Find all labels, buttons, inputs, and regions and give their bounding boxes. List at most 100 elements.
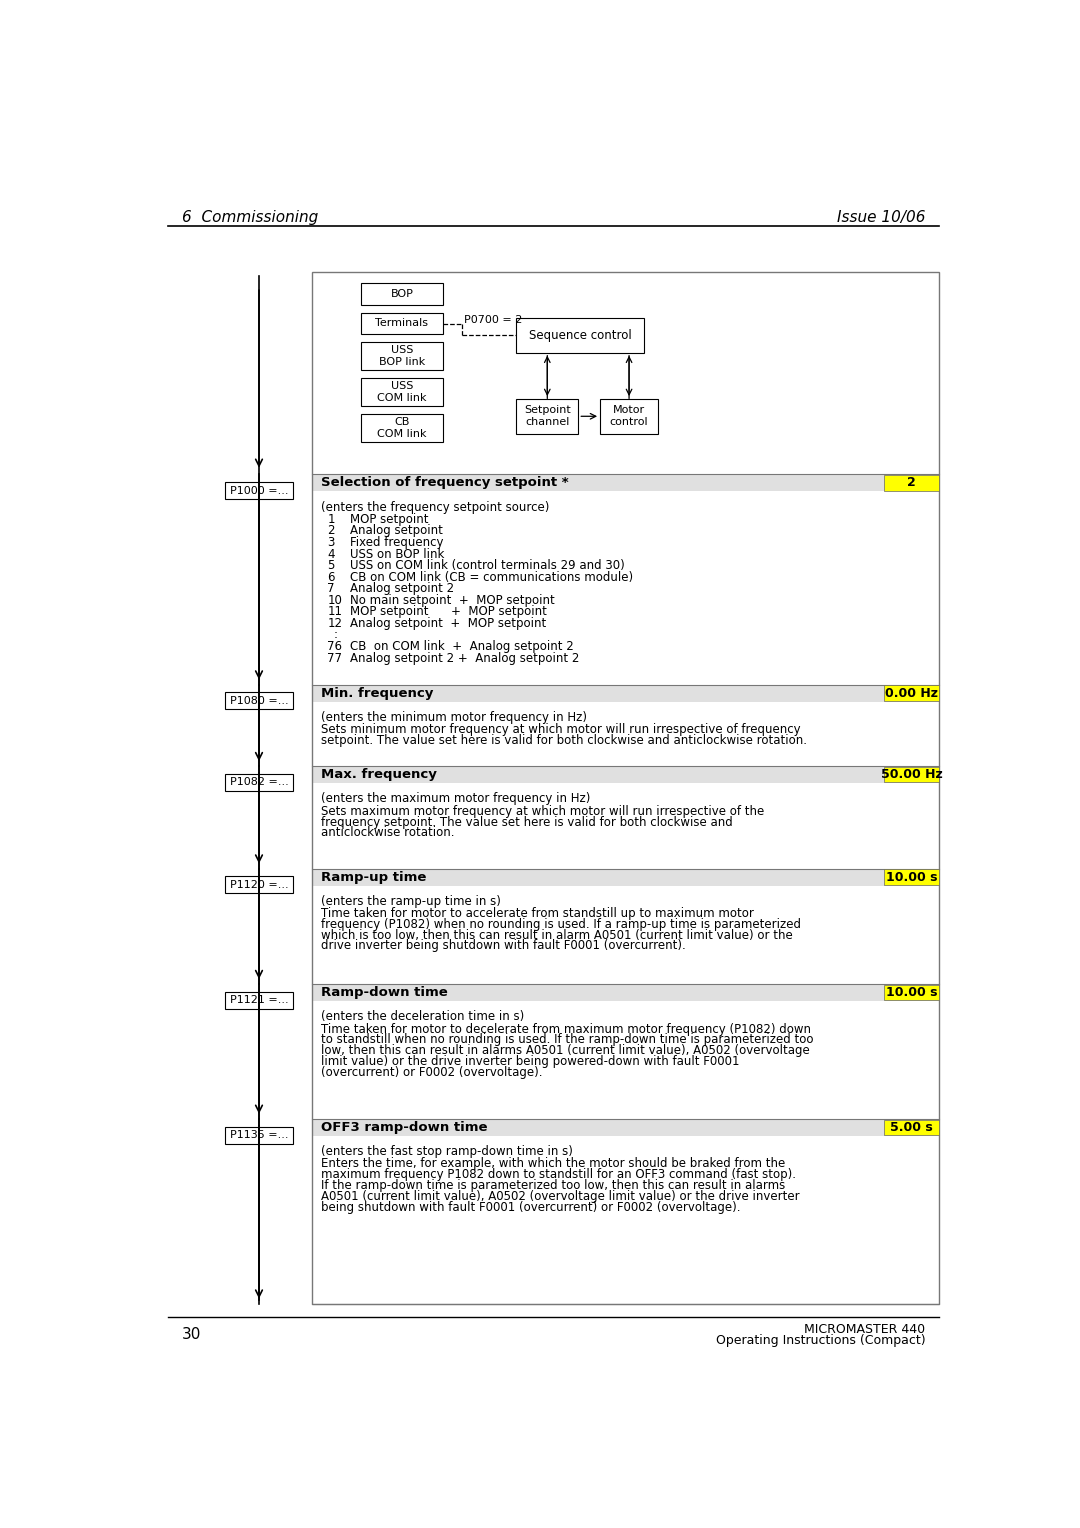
Bar (312, 474, 940, 492)
Bar (885, 986, 939, 1001)
Text: Analog setpoint 2 +  Analog setpoint 2: Analog setpoint 2 + Analog setpoint 2 (350, 651, 580, 665)
Text: 4: 4 (327, 547, 335, 561)
Text: 7: 7 (327, 582, 335, 596)
Bar (362, 414, 443, 442)
Text: Enters the time, for example, with which the motor should be braked from the: Enters the time, for example, with which… (321, 1157, 785, 1170)
Text: drive inverter being shutdown with fault F0001 (overcurrent).: drive inverter being shutdown with fault… (321, 940, 686, 952)
Text: A0501 (current limit value), A0502 (overvoltage limit value) or the drive invert: A0501 (current limit value), A0502 (over… (321, 1190, 799, 1203)
Bar (225, 775, 293, 792)
Text: limit value) or the drive inverter being powered-down with fault F0001: limit value) or the drive inverter being… (321, 1054, 740, 1068)
Bar (516, 318, 644, 353)
Text: (enters the frequency setpoint source): (enters the frequency setpoint source) (321, 501, 550, 513)
Text: 6  Commissioning: 6 Commissioning (181, 209, 318, 225)
Text: Motor
control: Motor control (610, 405, 648, 428)
Text: MOP setpoint: MOP setpoint (350, 513, 429, 526)
Text: P0700 = 2: P0700 = 2 (464, 315, 523, 325)
Text: 10: 10 (327, 594, 342, 607)
Text: which is too low, then this can result in alarm A0501 (current limit value) or t: which is too low, then this can result i… (321, 929, 793, 941)
Text: Sets maximum motor frequency at which motor will run irrespective of the: Sets maximum motor frequency at which mo… (321, 805, 765, 817)
Text: (enters the fast stop ramp-down time in s): (enters the fast stop ramp-down time in … (321, 1144, 572, 1158)
Text: (enters the maximum motor frequency in Hz): (enters the maximum motor frequency in H… (321, 793, 591, 805)
Text: 12: 12 (327, 617, 342, 630)
Text: Issue 10/06: Issue 10/06 (837, 209, 926, 225)
Bar (312, 766, 940, 784)
Bar (362, 284, 443, 306)
Bar (885, 869, 939, 885)
Text: 5.00 s: 5.00 s (890, 1122, 933, 1134)
Bar (362, 313, 443, 335)
Text: USS on BOP link: USS on BOP link (350, 547, 445, 561)
Bar (885, 1120, 939, 1135)
Text: Analog setpoint: Analog setpoint (350, 524, 443, 538)
Text: MOP setpoint      +  MOP setpoint: MOP setpoint + MOP setpoint (350, 605, 548, 619)
Text: (enters the minimum motor frequency in Hz): (enters the minimum motor frequency in H… (321, 711, 588, 724)
Bar (225, 692, 293, 709)
Bar (362, 342, 443, 370)
Text: low, then this can result in alarms A0501 (current limit value), A0502 (overvolt: low, then this can result in alarms A050… (321, 1044, 810, 1057)
Text: Operating Instructions (Compact): Operating Instructions (Compact) (716, 1334, 926, 1348)
Bar (225, 483, 293, 500)
Text: Time taken for motor to accelerate from standstill up to maximum motor: Time taken for motor to accelerate from … (321, 908, 754, 920)
Text: Analog setpoint 2: Analog setpoint 2 (350, 582, 455, 596)
Text: Time taken for motor to decelerate from maximum motor frequency (P1082) down: Time taken for motor to decelerate from … (321, 1022, 811, 1036)
Text: maximum frequency P1082 down to standstill for an OFF3 command (fast stop).: maximum frequency P1082 down to standsti… (321, 1169, 796, 1181)
Text: 76: 76 (327, 640, 342, 652)
Text: Ramp-down time: Ramp-down time (321, 986, 448, 999)
Text: 30: 30 (181, 1326, 201, 1342)
Text: Fixed frequency: Fixed frequency (350, 536, 444, 549)
Bar (225, 992, 293, 1008)
Bar (885, 686, 939, 701)
Bar (516, 399, 578, 434)
Text: USS on COM link (control terminals 29 and 30): USS on COM link (control terminals 29 an… (350, 559, 625, 571)
Bar (885, 475, 939, 490)
Text: OFF3 ramp-down time: OFF3 ramp-down time (321, 1122, 487, 1134)
Text: frequency (P1082) when no rounding is used. If a ramp-up time is parameterized: frequency (P1082) when no rounding is us… (321, 918, 801, 931)
Text: 11: 11 (327, 605, 342, 619)
Text: Sets minimum motor frequency at which motor will run irrespective of frequency: Sets minimum motor frequency at which mo… (321, 723, 800, 736)
Text: 77: 77 (327, 651, 342, 665)
Text: Min. frequency: Min. frequency (321, 686, 433, 700)
Text: P1082 =...: P1082 =... (230, 778, 288, 787)
Text: 6: 6 (327, 570, 335, 584)
Text: Terminals: Terminals (376, 318, 429, 329)
Text: Ramp-up time: Ramp-up time (321, 871, 427, 883)
Bar (225, 1126, 293, 1143)
Text: 3: 3 (327, 536, 335, 549)
Text: 2: 2 (907, 477, 916, 489)
Text: Selection of frequency setpoint *: Selection of frequency setpoint * (321, 477, 569, 489)
Bar (312, 685, 940, 701)
Text: 2: 2 (327, 524, 335, 538)
Text: 10.00 s: 10.00 s (886, 986, 937, 999)
Text: P1121 =...: P1121 =... (230, 995, 288, 1005)
Text: P1000 =...: P1000 =... (230, 486, 288, 495)
Bar (885, 767, 939, 782)
Text: to standstill when no rounding is used. If the ramp-down time is parameterized t: to standstill when no rounding is used. … (321, 1033, 813, 1047)
Bar (600, 399, 658, 434)
Text: 10.00 s: 10.00 s (886, 871, 937, 883)
Text: setpoint. The value set here is valid for both clockwise and anticlockwise rotat: setpoint. The value set here is valid fo… (321, 733, 807, 747)
Text: Max. frequency: Max. frequency (321, 769, 437, 781)
Text: P1120 =...: P1120 =... (230, 880, 288, 889)
Text: (enters the deceleration time in s): (enters the deceleration time in s) (321, 1010, 524, 1024)
Text: Analog setpoint  +  MOP setpoint: Analog setpoint + MOP setpoint (350, 617, 546, 630)
Text: :: : (334, 628, 337, 642)
Bar (312, 272, 940, 1303)
Text: (overcurrent) or F0002 (overvoltage).: (overcurrent) or F0002 (overvoltage). (321, 1067, 542, 1079)
Bar (312, 868, 940, 886)
Text: being shutdown with fault F0001 (overcurrent) or F0002 (overvoltage).: being shutdown with fault F0001 (overcur… (321, 1201, 741, 1213)
Text: Sequence control: Sequence control (529, 329, 632, 342)
Text: CB  on COM link  +  Analog setpoint 2: CB on COM link + Analog setpoint 2 (350, 640, 575, 652)
Text: CB
COM link: CB COM link (377, 417, 427, 439)
Text: No main setpoint  +  MOP setpoint: No main setpoint + MOP setpoint (350, 594, 555, 607)
Text: Setpoint
channel: Setpoint channel (524, 405, 570, 428)
Bar (312, 1118, 940, 1135)
Text: frequency setpoint. The value set here is valid for both clockwise and: frequency setpoint. The value set here i… (321, 816, 732, 828)
Bar (362, 377, 443, 406)
Text: 1: 1 (327, 513, 335, 526)
Text: P1080 =...: P1080 =... (230, 695, 288, 706)
Text: USS
COM link: USS COM link (377, 380, 427, 403)
Text: anticlockwise rotation.: anticlockwise rotation. (321, 827, 455, 839)
Text: (enters the ramp-up time in s): (enters the ramp-up time in s) (321, 895, 501, 908)
Text: 5: 5 (327, 559, 335, 571)
Text: BOP: BOP (391, 289, 414, 299)
